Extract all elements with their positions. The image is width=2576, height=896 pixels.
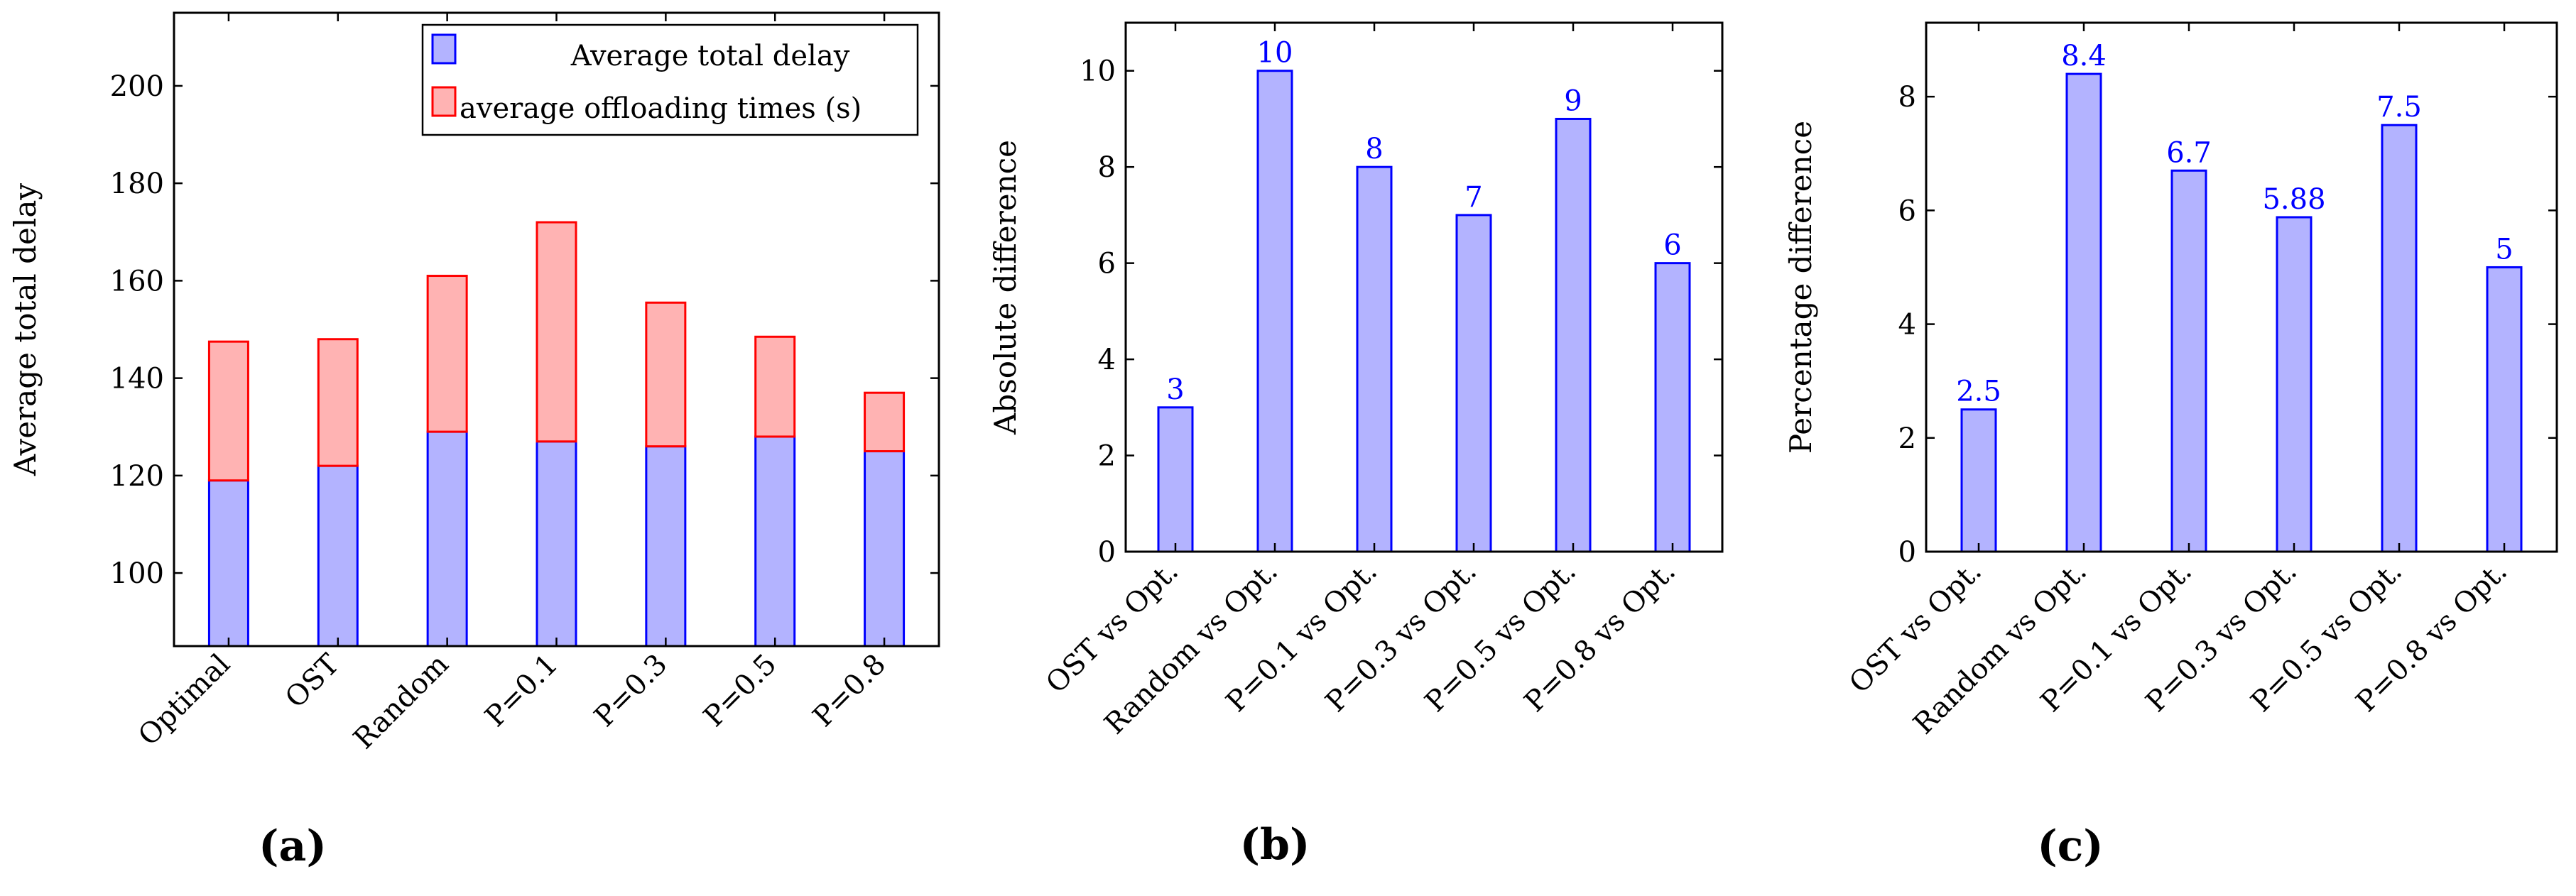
bar-3 xyxy=(1455,214,1492,553)
x-tick-label-4: P=0.3 xyxy=(588,648,673,733)
legend-label-offload: average offloading times (s) xyxy=(460,92,862,125)
bar-5 xyxy=(1654,262,1691,553)
bar-4 xyxy=(1555,117,1592,553)
bar-0 xyxy=(1960,408,1997,553)
legend-label-delay: Average total delay xyxy=(570,40,850,72)
bar-5 xyxy=(2486,266,2523,553)
bar-2 xyxy=(2170,169,2207,553)
data-label-4: 7.5 xyxy=(2376,91,2422,124)
panel-caption: (c) xyxy=(2037,821,2103,871)
y-tick-label-1: 2 xyxy=(1098,440,1116,473)
x-tick-label-3: P=0.1 xyxy=(479,648,564,733)
data-label-2: 8 xyxy=(1365,133,1383,165)
bar-offload-2 xyxy=(426,275,468,433)
y-tick-label-3: 160 xyxy=(110,265,164,297)
y-tick-label-0: 100 xyxy=(110,557,164,590)
y-tick-label-0: 0 xyxy=(1098,536,1116,569)
y-axis-label: Absolute difference xyxy=(988,140,1023,435)
y-tick-label-2: 140 xyxy=(110,363,164,395)
bar-offload-0 xyxy=(207,340,249,482)
data-label-1: 10 xyxy=(1257,37,1293,70)
x-tick-label-1: OST xyxy=(279,648,346,714)
bar-delay-6 xyxy=(864,450,906,648)
y-tick-label-3: 6 xyxy=(1098,248,1116,280)
bar-offload-4 xyxy=(645,301,687,448)
legend: Average total delay average offloading ti… xyxy=(421,23,919,136)
data-label-5: 6 xyxy=(1663,229,1681,262)
y-axis-label: Percentage difference xyxy=(1783,121,1818,454)
y-tick-label-1: 120 xyxy=(110,460,164,493)
data-label-3: 5.88 xyxy=(2262,183,2325,216)
y-tick-label-4: 8 xyxy=(1098,151,1116,184)
x-tick-label-2: Random xyxy=(347,648,455,756)
bar-delay-2 xyxy=(426,430,468,648)
data-label-0: 3 xyxy=(1166,373,1184,406)
x-tick-label-6: P=0.8 xyxy=(807,648,892,733)
y-tick-label-5: 10 xyxy=(1080,55,1116,88)
y-tick-label-2: 4 xyxy=(1898,309,1916,342)
bar-delay-3 xyxy=(536,440,577,648)
bar-delay-1 xyxy=(317,464,359,648)
x-tick-label-0: Optimal xyxy=(132,648,237,753)
panel-caption: (b) xyxy=(1240,820,1310,870)
bar-delay-5 xyxy=(754,435,796,648)
data-label-4: 9 xyxy=(1564,84,1582,117)
y-tick-label-2: 4 xyxy=(1098,344,1116,376)
legend-swatch-offload xyxy=(431,86,457,117)
y-tick-label-5: 200 xyxy=(110,70,164,103)
bar-offload-1 xyxy=(317,338,359,467)
data-label-0: 2.5 xyxy=(1956,376,2001,408)
y-tick-label-0: 0 xyxy=(1898,536,1916,569)
x-tick-label-1: Random vs Opt. xyxy=(1907,555,2093,741)
panel-a: 100 120 140 160 180 200 Optimal OST Random P=0.1 P… xyxy=(8,11,940,871)
bar-offload-6 xyxy=(864,391,906,453)
bar-0 xyxy=(1157,406,1194,553)
bar-1 xyxy=(1256,70,1293,553)
y-tick-label-3: 6 xyxy=(1898,195,1916,227)
bar-2 xyxy=(1356,165,1393,553)
y-axis-label: Average total delay xyxy=(8,183,43,477)
bar-offload-5 xyxy=(754,335,796,438)
data-label-2: 6.7 xyxy=(2166,136,2212,169)
y-tick-label-4: 8 xyxy=(1898,81,1916,114)
plot-frame xyxy=(1124,21,1724,553)
data-label-1: 8.4 xyxy=(2061,40,2107,72)
panel-caption: (a) xyxy=(259,821,327,871)
bar-1 xyxy=(2065,72,2102,553)
plot-frame xyxy=(1925,21,2558,553)
bar-delay-4 xyxy=(645,445,687,648)
bar-3 xyxy=(2276,216,2313,553)
y-tick-label-1: 2 xyxy=(1898,422,1916,455)
bar-offload-3 xyxy=(536,221,577,443)
legend-swatch-delay xyxy=(431,33,457,65)
data-label-3: 7 xyxy=(1464,181,1482,214)
data-label-5: 5 xyxy=(2495,233,2513,266)
bar-delay-0 xyxy=(207,479,249,648)
bar-4 xyxy=(2381,124,2418,553)
legend-frame xyxy=(421,23,919,136)
x-tick-label-1: Random vs Opt. xyxy=(1098,555,1284,741)
x-tick-label-5: P=0.5 xyxy=(697,648,783,733)
y-tick-label-4: 180 xyxy=(110,168,164,200)
